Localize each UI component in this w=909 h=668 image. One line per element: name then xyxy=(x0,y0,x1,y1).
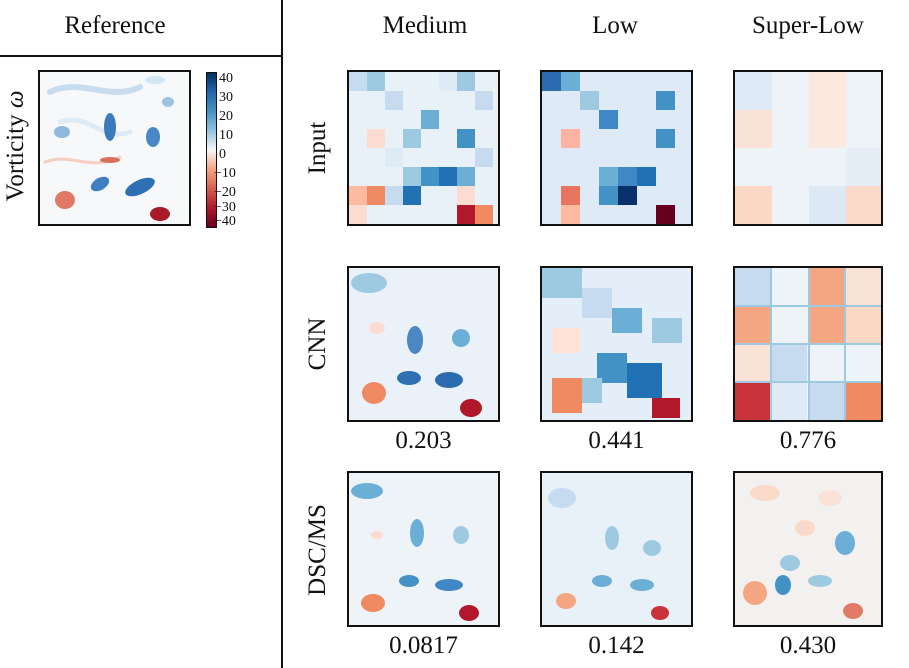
pixel-grid xyxy=(735,72,881,224)
row-label-dsc-ms: DSC/MS xyxy=(304,504,331,596)
colorbar-tick: −40 xyxy=(214,214,236,229)
colorbar xyxy=(206,72,217,228)
column-header-medium: Medium xyxy=(382,12,468,39)
pixel-grid xyxy=(349,72,498,224)
input-medium-panel xyxy=(347,70,500,226)
reference-vorticity-field xyxy=(38,70,191,226)
error-cnn-super-low: 0.776 xyxy=(779,427,837,454)
error-dsc-ms-low: 0.142 xyxy=(588,632,645,659)
cnn-low-panel xyxy=(540,266,693,422)
horizontal-divider xyxy=(0,55,281,57)
cnn-medium-panel xyxy=(347,266,500,422)
error-cnn-low: 0.441 xyxy=(588,427,645,454)
error-cnn-medium: 0.203 xyxy=(395,427,452,454)
dsc-ms-super-low-panel xyxy=(733,471,883,627)
error-dsc-ms-super-low: 0.430 xyxy=(779,632,837,659)
colorbar-tick: −30 xyxy=(214,200,236,215)
column-header-super-low: Super-Low xyxy=(752,12,864,39)
dsc-ms-medium-panel xyxy=(347,471,500,627)
dsc-ms-low-panel xyxy=(540,471,693,627)
row-label-cnn: CNN xyxy=(304,317,331,371)
colorbar-tick: −10 xyxy=(214,166,236,181)
cnn-super-low-panel xyxy=(733,266,883,422)
colorbar-tick: 0 xyxy=(219,147,226,162)
pixel-grid xyxy=(542,72,691,224)
column-header-low: Low xyxy=(592,12,638,39)
input-super-low-panel xyxy=(733,70,883,226)
colorbar-tick: 20 xyxy=(219,109,233,124)
reference-header: Reference xyxy=(64,12,166,39)
error-dsc-ms-medium: 0.0817 xyxy=(389,632,458,659)
row-label-input: Input xyxy=(304,121,331,175)
vertical-divider xyxy=(281,0,283,668)
colorbar-tick: 40 xyxy=(219,71,233,86)
colorbar-tick: −20 xyxy=(214,185,236,200)
input-low-panel xyxy=(540,70,693,226)
colorbar-tick: 10 xyxy=(219,128,233,143)
colorbar-tick: 30 xyxy=(219,90,233,105)
vorticity-label: Vorticity ω xyxy=(2,90,29,202)
